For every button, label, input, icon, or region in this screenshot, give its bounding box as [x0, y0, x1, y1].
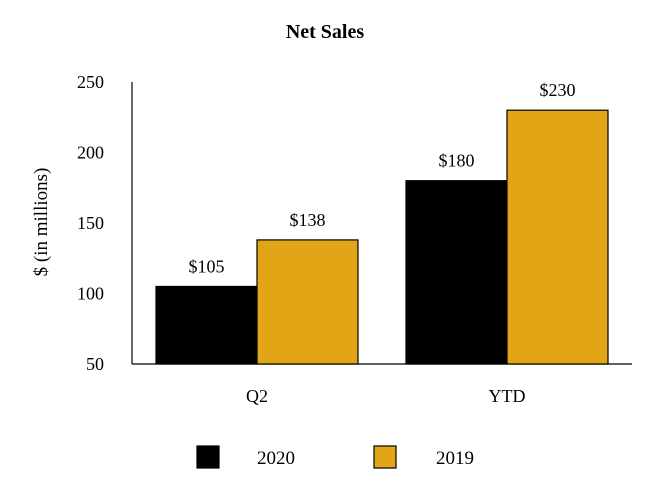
- legend-swatch-2019: [373, 445, 397, 469]
- legend-label-2019: 2019: [436, 448, 474, 469]
- data-label: $230: [540, 80, 576, 100]
- y-tick-label: 50: [86, 354, 104, 374]
- x-tick-label: YTD: [489, 386, 526, 406]
- data-label: $105: [189, 256, 225, 276]
- bar-2019-Q2: [256, 239, 359, 365]
- bar-2019-YTD: [506, 109, 609, 365]
- y-tick-label: 250: [77, 72, 104, 92]
- y-axis-label: $ (in millions): [31, 168, 52, 277]
- y-tick-label: 100: [77, 284, 104, 304]
- bar-2020-YTD: [405, 180, 508, 365]
- y-tick-label: 150: [77, 213, 104, 233]
- bars: $105 $138 $180 $230: [155, 80, 609, 365]
- y-tick-label: 200: [77, 143, 104, 163]
- legend-swatch-2020: [196, 445, 220, 469]
- bar-2020-Q2: [155, 285, 258, 365]
- x-tick-label: Q2: [246, 386, 268, 406]
- data-label: $180: [439, 151, 475, 171]
- data-label: $138: [290, 210, 326, 230]
- legend: 2020 2019: [196, 445, 474, 469]
- legend-label-2020: 2020: [257, 448, 295, 469]
- chart-title: Net Sales: [286, 21, 365, 43]
